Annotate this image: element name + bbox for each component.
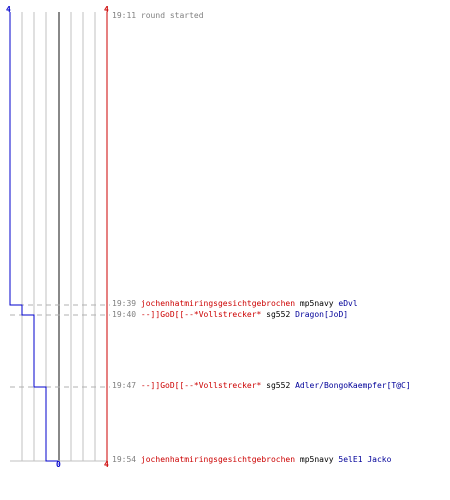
event-victim: Dragon[JoD] (295, 310, 349, 319)
event-weapon: sg552 (266, 381, 291, 390)
red-team-start-count: 4 (104, 5, 109, 14)
grid-lines (10, 12, 107, 462)
event-killer: jochenhatmiringsgesichtgebrochen (140, 299, 296, 308)
event-killer: --]]GoD[[--*Vollstrecker* (140, 381, 262, 390)
blue-team-remaining-line (9, 12, 58, 462)
event-victim: 5elE1 Jacko (338, 455, 392, 464)
red-team-end-count: 4 (104, 460, 109, 469)
blue-team-end-count: 0 (56, 460, 61, 469)
event-time: 19:11 (112, 11, 137, 20)
event-kill: 19:54 jochenhatmiringsgesichtgebrochen m… (112, 455, 391, 465)
event-time: 19:47 (112, 381, 137, 390)
blue-team-start-count: 4 (6, 5, 11, 14)
event-victim: Adler/BongoKaempfer[T@C] (295, 381, 411, 390)
event-round-start: 19:11 round started (112, 11, 204, 21)
event-kill: 19:39 jochenhatmiringsgesichtgebrochen m… (112, 299, 358, 309)
blue-team-step-line (9, 12, 58, 462)
event-time: 19:39 (112, 299, 137, 308)
event-weapon: sg552 (266, 310, 291, 319)
event-victim: eDvl (338, 299, 358, 308)
event-killer: --]]GoD[[--*Vollstrecker* (140, 310, 262, 319)
event-weapon: mp5navy (299, 299, 334, 308)
event-time: 19:40 (112, 310, 137, 319)
event-time: 19:54 (112, 455, 137, 464)
event-weapon: mp5navy (299, 455, 334, 464)
event-killer: jochenhatmiringsgesichtgebrochen (140, 455, 296, 464)
event-text: round started (140, 11, 204, 20)
event-kill: 19:40 --]]GoD[[--*Vollstrecker* sg552 Dr… (112, 310, 348, 320)
event-kill: 19:47 --]]GoD[[--*Vollstrecker* sg552 Ad… (112, 381, 411, 391)
event-connectors (10, 304, 110, 388)
